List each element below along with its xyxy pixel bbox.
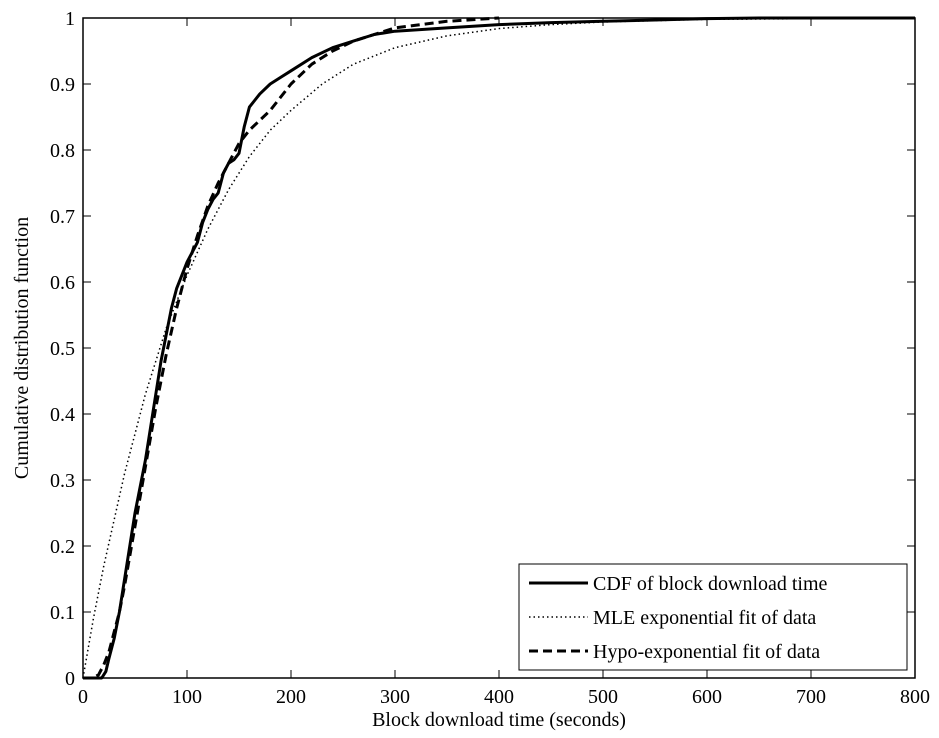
y-axis-title: Cumulative distribution function <box>11 217 33 479</box>
x-tick-label: 400 <box>484 686 514 708</box>
y-tick-label: 0.6 <box>50 272 75 294</box>
y-tick-label: 0.2 <box>50 536 75 558</box>
y-tick-label: 1 <box>65 8 75 30</box>
y-tick-label: 0.4 <box>50 404 75 426</box>
series-line-cdf <box>83 16 915 680</box>
legend-label-cdf: CDF of block download time <box>593 573 828 595</box>
x-axis-title: Block download time (seconds) <box>372 709 626 731</box>
x-tick-label: 200 <box>276 686 306 708</box>
x-tick-label: 600 <box>692 686 722 708</box>
legend-label-mle: MLE exponential fit of data <box>593 607 816 629</box>
x-tick-label: 0 <box>78 686 88 708</box>
legend: CDF of block download time MLE exponenti… <box>518 563 908 671</box>
y-tick-label: 0.9 <box>50 74 75 96</box>
y-tick-label: 0.7 <box>50 206 75 228</box>
y-tick-label: 0.5 <box>50 338 75 360</box>
x-tick-label: 500 <box>588 686 618 708</box>
y-tick-label: 0.3 <box>50 470 75 492</box>
y-tick-label: 0 <box>65 668 75 690</box>
axis-ticks: 0 100 200 300 400 500 600 700 800 0 0.1 0.2 0.3 0.4 0.… <box>50 8 930 708</box>
legend-label-hypo: Hypo-exponential fit of data <box>593 641 820 663</box>
y-tick-label: 0.1 <box>50 602 75 624</box>
x-tick-label: 300 <box>380 686 410 708</box>
x-tick-label: 700 <box>796 686 826 708</box>
y-tick-label: 0.8 <box>50 140 75 162</box>
x-tick-label: 100 <box>172 686 202 708</box>
series-line-hypo-fit <box>83 16 500 680</box>
series-lines <box>82 16 916 680</box>
x-tick-label: 800 <box>900 686 930 708</box>
